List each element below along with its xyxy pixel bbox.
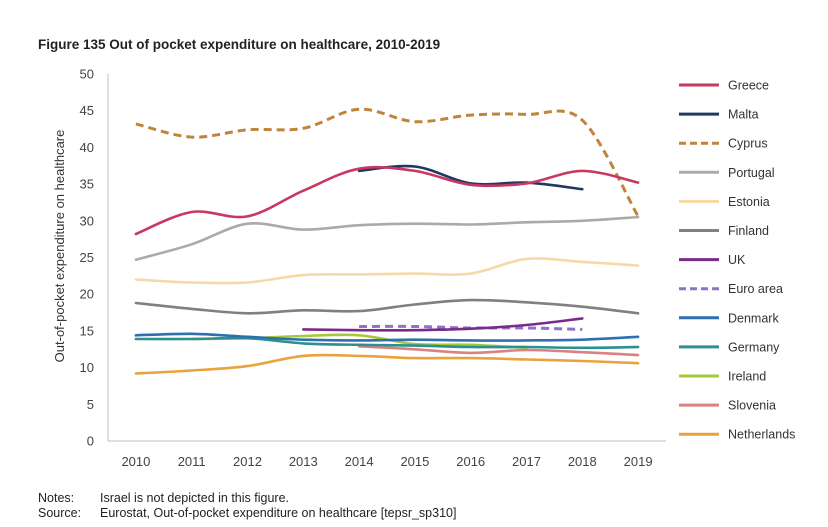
legend-label: Netherlands	[728, 428, 795, 442]
y-tick-label: 45	[80, 103, 94, 118]
legend-label: Cyprus	[728, 137, 768, 151]
y-tick-label: 35	[80, 177, 94, 192]
x-axis-ticks: 2010 2011 2012 2013 2014 2015 2016 2017 2018 2019	[121, 454, 652, 469]
x-tick-label: 2018	[568, 454, 597, 469]
y-axis-label: Out-of-pocket expenditure on healthcare	[52, 130, 67, 363]
series-line-netherlands	[134, 353, 640, 375]
x-tick-label: 2013	[289, 454, 318, 469]
legend-label: Finland	[728, 224, 769, 238]
series-line-malta	[357, 164, 584, 191]
legend: Greece Malta Cyprus Portugal Estonia Finland U…	[679, 79, 795, 442]
source-text: Eurostat, Out-of-pocket expenditure on h…	[100, 506, 457, 520]
x-tick-label: 2015	[400, 454, 429, 469]
x-tick-label: 2011	[178, 454, 206, 469]
notes-text: Israel is not depicted in this figure.	[100, 491, 289, 505]
legend-label: Germany	[728, 340, 780, 354]
series-line-portugal	[134, 215, 640, 261]
source-label: Source:	[38, 506, 82, 520]
y-axis-ticks: 0 5 10 15 20 25 30 35 40 45 50	[80, 67, 94, 449]
legend-label: Estonia	[728, 195, 770, 209]
series-line-denmark	[134, 332, 640, 342]
source-row: Source: Eurostat, Out-of-pocket expenditu…	[38, 506, 456, 521]
notes-block: Notes: Israel is not depicted in this fig…	[38, 491, 456, 521]
series-line-germany	[134, 336, 640, 350]
chart-title: Figure 135 Out of pocket expenditure on …	[38, 37, 441, 52]
legend-label: Portugal	[728, 166, 775, 180]
notes-label: Notes:	[38, 491, 75, 505]
x-tick-label: 2012	[233, 454, 262, 469]
x-tick-label: 2010	[121, 454, 150, 469]
notes-row: Notes: Israel is not depicted in this fig…	[38, 491, 456, 506]
y-tick-label: 50	[80, 67, 94, 82]
legend-label: Ireland	[728, 370, 766, 384]
y-tick-label: 5	[87, 397, 94, 412]
x-tick-label: 2014	[345, 454, 374, 469]
y-tick-label: 40	[80, 140, 94, 155]
legend-label: Slovenia	[728, 399, 776, 413]
y-tick-label: 10	[80, 360, 94, 375]
series-line-greece	[134, 165, 640, 236]
x-tick-label: 2017	[512, 454, 541, 469]
legend-label: Euro area	[728, 282, 783, 296]
y-tick-label: 15	[80, 323, 94, 338]
y-tick-label: 25	[80, 250, 94, 265]
series-line-uk	[302, 317, 584, 332]
legend-label: Greece	[728, 79, 769, 93]
series-line-finland	[134, 298, 640, 315]
series-lines	[134, 107, 640, 375]
series-line-cyprus	[135, 107, 640, 218]
x-tick-label: 2019	[624, 454, 653, 469]
y-tick-label: 0	[87, 434, 94, 449]
series-line-slovenia	[357, 345, 640, 357]
legend-label: Malta	[728, 108, 759, 122]
y-tick-label: 20	[80, 287, 94, 302]
legend-label: Denmark	[728, 311, 779, 325]
y-tick-label: 30	[80, 213, 94, 228]
legend-label: UK	[728, 253, 746, 267]
x-tick-label: 2016	[456, 454, 485, 469]
series-line-estonia	[134, 257, 640, 285]
